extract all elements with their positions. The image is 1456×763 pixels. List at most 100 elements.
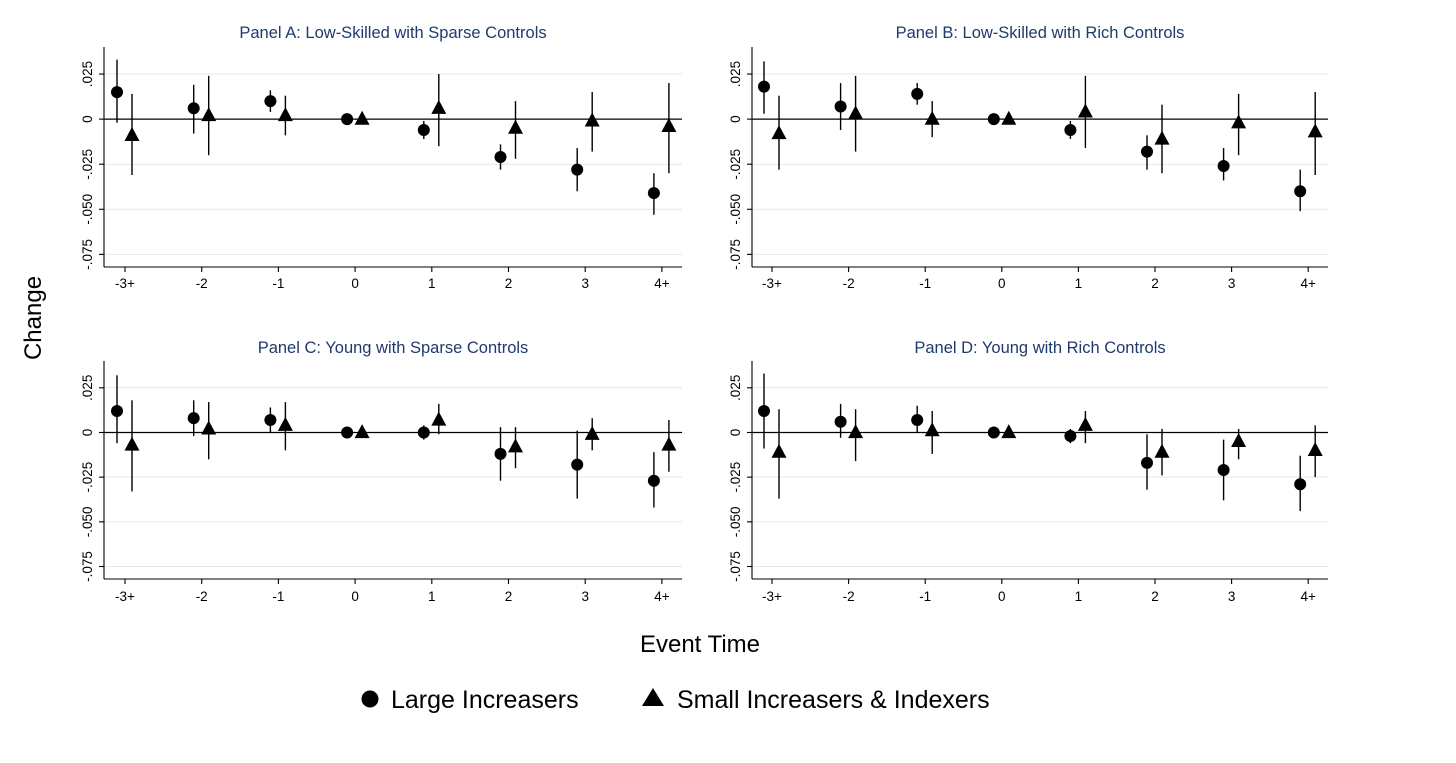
- x-tick-label: -2: [843, 589, 855, 604]
- data-point-triangle: [924, 422, 940, 437]
- data-point-circle: [494, 151, 507, 163]
- x-tick-label: 4+: [654, 589, 670, 604]
- x-tick-label: 2: [505, 276, 513, 291]
- y-tick-label: -.050: [728, 506, 743, 537]
- data-point-triangle: [354, 110, 370, 125]
- legend-triangle-marker: [642, 688, 664, 706]
- data-point-triangle: [124, 436, 140, 451]
- data-point-triangle: [661, 117, 677, 132]
- x-tick-label: 4+: [1300, 589, 1316, 604]
- y-tick-label: -.050: [80, 506, 95, 537]
- y-tick-label: -.025: [728, 149, 743, 180]
- data-point-triangle: [354, 424, 370, 439]
- data-point-circle: [647, 187, 660, 200]
- x-tick-label: 4+: [654, 276, 670, 291]
- series-large-increasers: [111, 375, 660, 508]
- series-large-increasers: [758, 61, 1307, 212]
- data-point-circle: [571, 458, 584, 471]
- x-tick-label: 3: [1228, 276, 1236, 291]
- y-tick-label: -.025: [80, 462, 95, 493]
- x-tick-label: 2: [505, 589, 513, 604]
- data-point-circle: [1294, 478, 1307, 491]
- data-point-triangle: [1231, 433, 1247, 448]
- data-point-circle: [911, 87, 924, 100]
- data-point-triangle: [201, 420, 217, 435]
- data-point-triangle: [1001, 110, 1017, 125]
- data-point-triangle: [1077, 103, 1093, 118]
- data-point-circle: [571, 163, 584, 176]
- data-point-triangle: [584, 112, 600, 127]
- x-tick-label: -1: [919, 589, 931, 604]
- data-point-triangle: [508, 119, 523, 134]
- data-point-triangle: [1231, 114, 1247, 129]
- x-tick-label: 2: [1151, 589, 1159, 604]
- x-tick-label: -1: [919, 276, 931, 291]
- data-point-circle: [111, 405, 123, 418]
- data-point-circle: [187, 102, 200, 115]
- data-point-triangle: [508, 438, 523, 453]
- panels-group: Panel A: Low-Skilled with Sparse Control…: [80, 24, 1328, 604]
- data-point-circle: [111, 86, 123, 99]
- x-tick-label: 3: [1228, 589, 1236, 604]
- legend: Large Increasers Small Increasers & Inde…: [361, 686, 990, 714]
- x-tick-label: 3: [581, 276, 589, 291]
- data-point-triangle: [201, 107, 217, 122]
- series-small-increasers-indexers: [124, 400, 677, 492]
- x-tick-label: -3+: [762, 589, 782, 604]
- y-axis-label: Change: [20, 276, 47, 360]
- data-point-circle: [1064, 430, 1077, 443]
- data-point-triangle: [661, 436, 677, 451]
- data-point-circle: [417, 426, 430, 439]
- series-small-increasers-indexers: [771, 75, 1323, 176]
- x-tick-label: -2: [196, 589, 208, 604]
- panel-title: Panel D: Young with Rich Controls: [914, 339, 1165, 357]
- data-point-triangle: [1154, 443, 1170, 458]
- series-small-increasers-indexers: [771, 409, 1323, 499]
- y-tick-label: -.025: [728, 462, 743, 493]
- series-large-increasers: [758, 373, 1307, 512]
- y-tick-label: .025: [728, 61, 743, 87]
- data-point-circle: [264, 95, 277, 108]
- y-tick-label: 0: [728, 429, 743, 437]
- data-point-triangle: [124, 126, 140, 141]
- data-point-circle: [494, 447, 507, 460]
- data-point-triangle: [848, 424, 864, 439]
- x-tick-label: 1: [428, 276, 436, 291]
- data-point-triangle: [1077, 416, 1093, 431]
- data-point-triangle: [771, 125, 787, 140]
- y-tick-label: 0: [80, 429, 95, 437]
- x-tick-label: 0: [351, 589, 359, 604]
- x-tick-label: -2: [843, 276, 855, 291]
- y-tick-label: -.050: [728, 194, 743, 225]
- y-tick-label: 0: [80, 115, 95, 123]
- data-point-triangle: [771, 443, 787, 458]
- data-point-circle: [647, 474, 660, 487]
- y-tick-label: -.075: [728, 551, 743, 582]
- data-point-circle: [758, 405, 770, 418]
- x-tick-label: 0: [998, 589, 1006, 604]
- panel-c: Panel C: Young with Sparse Controls .025 0…: [80, 339, 682, 604]
- x-tick-label: 0: [351, 276, 359, 291]
- data-point-circle: [1217, 160, 1230, 173]
- x-tick-label: 1: [1075, 276, 1083, 291]
- data-point-circle: [987, 113, 1000, 126]
- data-point-circle: [1141, 145, 1153, 158]
- panel-d: Panel D: Young with Rich Controls .025 0 -.…: [728, 339, 1328, 604]
- data-point-triangle: [1001, 424, 1017, 439]
- legend-label-large-increasers: Large Increasers: [391, 686, 579, 714]
- data-point-circle: [417, 123, 430, 136]
- data-point-circle: [264, 413, 277, 426]
- x-tick-label: -3+: [115, 276, 135, 291]
- x-tick-label: -3+: [115, 589, 135, 604]
- data-point-triangle: [924, 110, 940, 125]
- x-tick-label: 1: [428, 589, 436, 604]
- data-point-triangle: [584, 425, 600, 440]
- x-tick-label: 3: [581, 589, 589, 604]
- x-tick-label: -1: [272, 276, 284, 291]
- x-axis-label: Event Time: [640, 631, 760, 658]
- y-tick-label: .025: [728, 375, 743, 401]
- data-point-triangle: [431, 411, 447, 426]
- legend-label-small-increasers: Small Increasers & Indexers: [677, 686, 990, 714]
- data-point-circle: [1141, 456, 1153, 469]
